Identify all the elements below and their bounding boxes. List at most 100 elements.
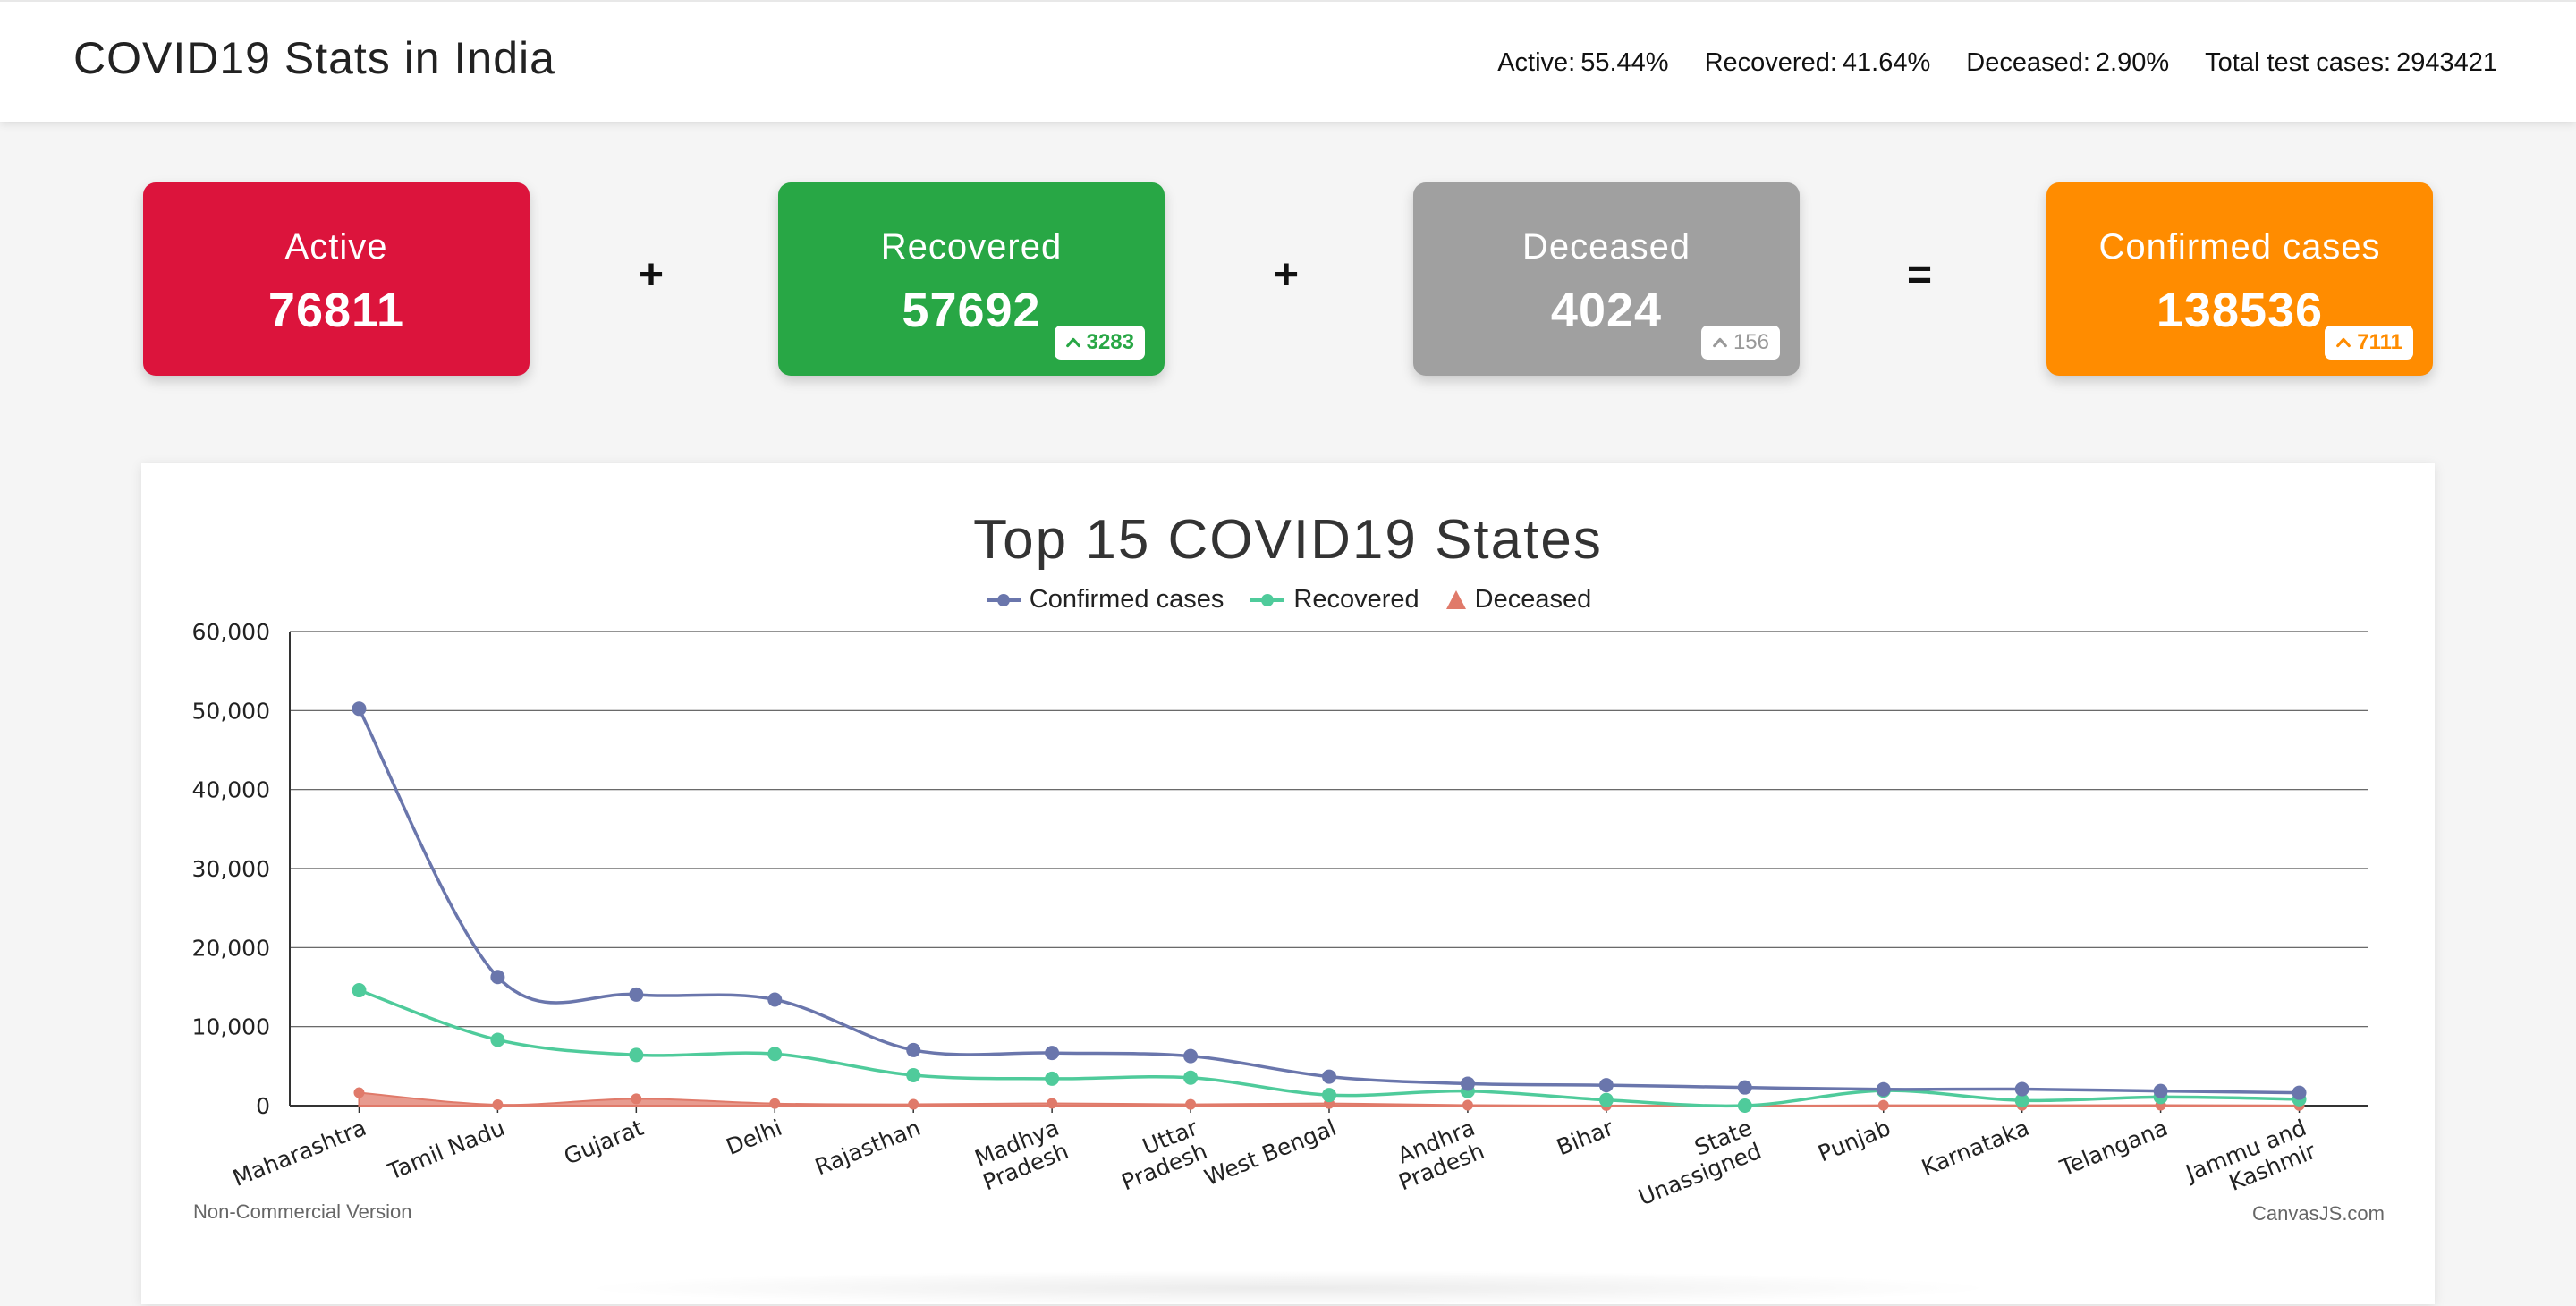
card-value: 76811 xyxy=(267,284,405,337)
x-tick-label: Tamil Nadu xyxy=(383,1115,508,1185)
data-point xyxy=(1737,1098,1752,1113)
y-tick-label: 0 xyxy=(256,1093,270,1119)
line-marker-icon xyxy=(1250,593,1285,606)
data-point xyxy=(1460,1076,1475,1091)
chart-title: Top 15 COVID19 States xyxy=(973,509,1603,571)
header-stat-label: Total test cases: xyxy=(2205,48,2392,77)
series-line-confirmed-cases xyxy=(357,708,2300,1095)
chevron-up-icon xyxy=(1065,337,1080,348)
header-stat-active: Active: 55.44% xyxy=(1497,48,1668,78)
header-stat-recovered: Recovered: 41.64% xyxy=(1705,48,1931,78)
y-tick-label: 10,000 xyxy=(192,1014,270,1040)
x-tick-label: Bihar xyxy=(1553,1115,1617,1161)
plus-operator: + xyxy=(1274,251,1300,299)
legend-item[interactable]: Deceased xyxy=(1445,585,1591,615)
x-tick-label: Maharashtra xyxy=(229,1115,369,1192)
x-tick-text: West Bengal xyxy=(1201,1115,1340,1191)
card-value: 138536 xyxy=(2156,284,2324,337)
x-tick-text: Maharashtra xyxy=(229,1115,369,1192)
legend-item[interactable]: Confirmed cases xyxy=(985,585,1224,615)
delta-value: 156 xyxy=(1733,330,1769,354)
x-tick-label: Karnataka xyxy=(1918,1115,2032,1181)
header-stat-label: Active: xyxy=(1497,48,1576,77)
x-tick-label: Delhi xyxy=(723,1115,786,1160)
header-stat-deceased: Deceased: 2.90% xyxy=(1966,48,2169,78)
data-point xyxy=(1185,1098,1197,1110)
data-point xyxy=(2014,1081,2029,1097)
x-tick-text: Gujarat xyxy=(560,1115,647,1170)
delta-value: 3283 xyxy=(1086,330,1134,354)
x-tick-label: Rajasthan xyxy=(811,1115,924,1180)
data-point xyxy=(767,992,783,1007)
data-point xyxy=(1046,1098,1058,1109)
x-tick-text: Bihar xyxy=(1553,1115,1617,1161)
data-point xyxy=(1462,1099,1473,1111)
card-value: 57692 xyxy=(902,284,1041,337)
data-point xyxy=(1322,1088,1336,1103)
x-tick-text: Karnataka xyxy=(1918,1115,2032,1181)
data-point xyxy=(629,1047,644,1063)
data-point xyxy=(352,701,367,717)
y-tick-label: 50,000 xyxy=(192,698,270,724)
y-tick-label: 30,000 xyxy=(192,856,270,882)
chart-footer-left: Non-Commercial Version xyxy=(193,1200,412,1223)
y-tick-label: 40,000 xyxy=(192,777,270,803)
header-stat-value: 2943421 xyxy=(2396,48,2497,77)
chart-legend: Confirmed cases Recovered Deceased xyxy=(141,585,2435,615)
data-point xyxy=(1876,1081,1891,1097)
chevron-up-icon xyxy=(2336,337,2351,348)
x-tick-label: Telangana xyxy=(2055,1115,2171,1182)
series-area-deceased xyxy=(358,1091,2301,1107)
x-tick-label: Gujarat xyxy=(560,1115,647,1170)
data-point xyxy=(492,1099,504,1111)
legend-label: Recovered xyxy=(1293,585,1419,614)
confirmed-card: Confirmed cases 138536 7111 xyxy=(2046,182,2433,376)
data-point xyxy=(769,1098,781,1109)
x-tick-text: Delhi xyxy=(723,1115,786,1160)
card-label: Confirmed cases xyxy=(2098,227,2381,267)
delta-value: 7111 xyxy=(2357,330,2402,354)
y-tick-label: 20,000 xyxy=(192,935,270,961)
y-tick-label: 60,000 xyxy=(192,619,270,645)
x-tick-text: Telangana xyxy=(2055,1115,2171,1182)
data-point xyxy=(352,983,367,998)
data-point xyxy=(767,1047,783,1062)
data-point xyxy=(353,1087,365,1098)
plus-operator: + xyxy=(639,251,665,299)
header-stat-value: 41.64% xyxy=(1842,48,1931,77)
chart-footer-right[interactable]: CanvasJS.com xyxy=(2252,1202,2385,1225)
data-point xyxy=(2153,1083,2168,1098)
data-point xyxy=(631,1093,642,1105)
header-stat-total-tests: Total test cases: 2943421 xyxy=(2205,48,2497,78)
data-point xyxy=(490,970,505,985)
app-title: COVID19 Stats in India xyxy=(73,33,555,83)
active-card: Active 76811 xyxy=(143,182,530,376)
line-marker-icon xyxy=(986,593,1021,606)
data-point xyxy=(1183,1048,1199,1064)
x-tick-text: Rajasthan xyxy=(811,1115,924,1180)
data-point xyxy=(906,1068,921,1083)
app-header: COVID19 Stats in India Active: 55.44% Rec… xyxy=(0,0,2576,122)
legend-item[interactable]: Recovered xyxy=(1249,585,1419,615)
data-point xyxy=(1045,1046,1060,1061)
header-stat-label: Recovered: xyxy=(1704,48,1837,77)
delta-badge: 7111 xyxy=(2325,326,2413,360)
x-tick-label: Punjab xyxy=(1815,1115,1894,1167)
chevron-up-icon xyxy=(1713,337,1727,348)
chart-card: Top 15 COVID19 States Confirmed cases Rec… xyxy=(141,463,2435,1304)
data-point xyxy=(1322,1069,1336,1084)
bottom-shadow xyxy=(572,1270,2004,1306)
data-point xyxy=(1045,1071,1060,1086)
x-tick-text: Tamil Nadu xyxy=(383,1115,508,1185)
data-point xyxy=(490,1032,505,1047)
deceased-card: Deceased 4024 156 xyxy=(1413,182,1800,376)
data-point xyxy=(2014,1093,2029,1108)
data-point xyxy=(629,987,644,1002)
x-tick-text: Punjab xyxy=(1815,1115,1894,1167)
data-point xyxy=(908,1098,919,1110)
data-point xyxy=(1598,1078,1614,1093)
